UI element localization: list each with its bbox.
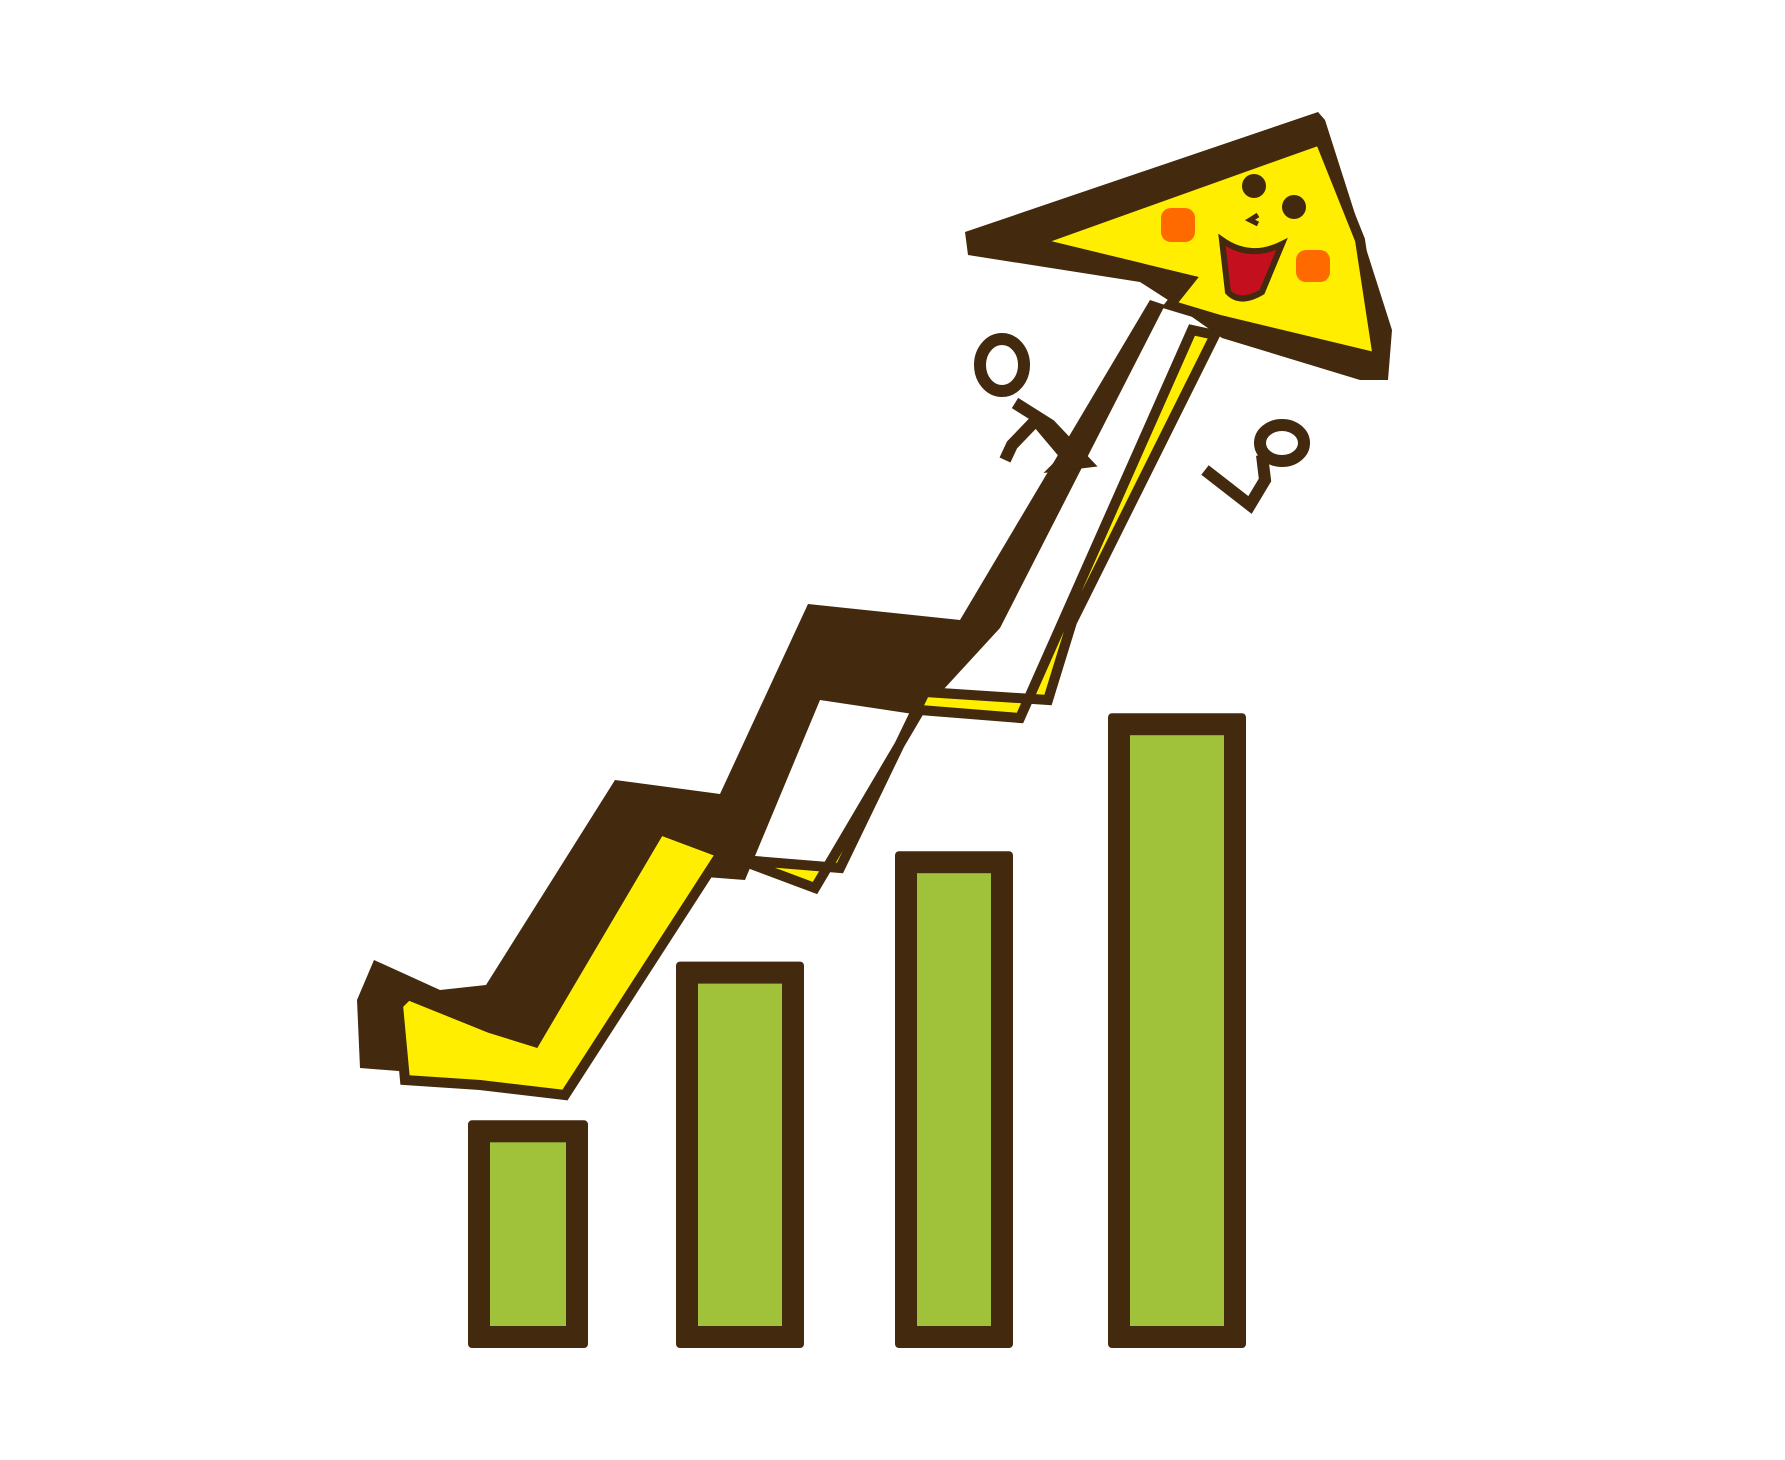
right-hand-icon	[1201, 419, 1310, 514]
arrow-head	[1028, 133, 1385, 365]
arrow-face	[1161, 174, 1330, 302]
left-hand-icon	[974, 333, 1098, 474]
arrow-shadow	[357, 300, 1165, 1085]
bar-group	[468, 713, 1246, 1348]
bar-4	[1130, 735, 1224, 1326]
mouth-icon	[1218, 233, 1288, 302]
bar-3	[917, 873, 991, 1326]
right-eye-icon	[1282, 195, 1306, 219]
left-cheek-icon	[1161, 208, 1195, 242]
bar-2	[698, 983, 782, 1326]
rising-arrow-character	[357, 112, 1392, 1101]
right-cheek-icon	[1296, 250, 1330, 282]
arrow-shaft	[392, 324, 1223, 1101]
bar-1	[490, 1142, 566, 1326]
nose-icon	[1244, 212, 1260, 227]
left-eye-icon	[1242, 174, 1266, 198]
